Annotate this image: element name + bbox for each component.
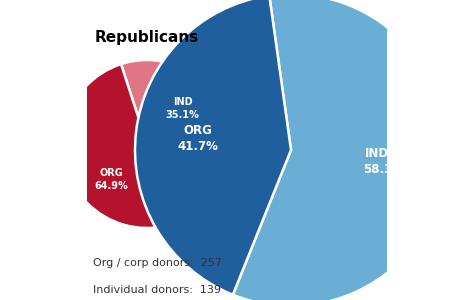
Wedge shape	[135, 0, 291, 295]
Text: Republicans: Republicans	[95, 30, 199, 45]
Text: Org / corp donors:  257: Org / corp donors: 257	[93, 258, 222, 268]
Text: IND
35.1%: IND 35.1%	[166, 97, 200, 120]
Text: INDIV
58.3%: INDIV 58.3%	[364, 147, 404, 176]
Text: ORG
41.7%: ORG 41.7%	[178, 124, 219, 153]
Wedge shape	[121, 60, 231, 170]
Wedge shape	[63, 64, 227, 228]
Wedge shape	[233, 0, 447, 300]
Text: ORG
64.9%: ORG 64.9%	[94, 168, 128, 191]
Text: Individual donors:  139: Individual donors: 139	[93, 285, 221, 295]
